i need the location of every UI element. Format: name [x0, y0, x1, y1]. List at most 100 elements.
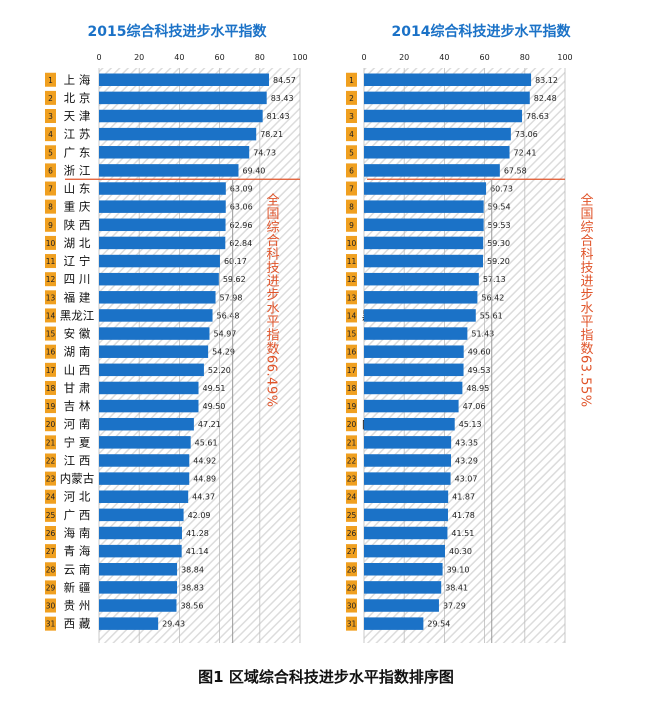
rank-number: 31	[46, 620, 56, 629]
chart-panel-2014: 2014综合科技进步水平指数0204060801001北 京83.122上 海8…	[346, 23, 593, 643]
bar	[99, 454, 190, 467]
bar	[364, 254, 483, 268]
province-label: 四 川	[64, 272, 91, 286]
rank-badge	[346, 127, 357, 142]
province-label: 贵 州	[64, 599, 91, 613]
province-label: 江 西	[64, 453, 91, 467]
chart-title: 2015综合科技进步水平指数	[88, 23, 268, 40]
rank-badge	[45, 308, 56, 323]
rank-badge	[45, 399, 56, 414]
bar	[99, 236, 226, 250]
bar	[364, 526, 448, 540]
tick-label: 80	[255, 53, 265, 62]
tick-label: 100	[557, 53, 572, 62]
rank-badge	[45, 471, 56, 486]
bar	[364, 127, 511, 141]
value-label: 41.51	[451, 529, 474, 538]
value-label: 54.29	[212, 348, 235, 357]
rank-number: 11	[347, 257, 357, 266]
value-label: 47.21	[198, 420, 221, 429]
rank-badge	[346, 109, 357, 124]
chart-panel-2015: 2015综合科技进步水平指数 0 20 40 60 80 100 1 上 海 84.57 2 北 京 8…	[45, 23, 308, 643]
province-label: 广 西	[64, 508, 91, 522]
value-label: 49.51	[203, 384, 226, 393]
value-label: 49.53	[468, 366, 491, 375]
rank-number: 8	[48, 203, 53, 212]
rank-number: 20	[46, 420, 56, 429]
rank-badge	[45, 562, 56, 577]
value-label: 40.30	[449, 547, 472, 556]
rank-badge	[346, 326, 357, 341]
tick-label: 0	[96, 53, 101, 62]
province-label: 天 津	[64, 109, 91, 123]
rank-badge	[45, 90, 56, 105]
value-label: 39.10	[447, 565, 470, 574]
rank-number: 14	[46, 311, 56, 320]
value-label: 81.43	[267, 112, 290, 121]
rank-number: 6	[48, 166, 53, 175]
province-label: 宁 夏	[64, 435, 91, 449]
rank-badge	[346, 290, 357, 305]
bar	[364, 599, 439, 612]
tick-label: 40	[174, 53, 184, 62]
rank-badge	[45, 526, 56, 540]
value-label: 62.84	[229, 239, 252, 248]
rank-badge	[346, 199, 357, 214]
tick-label: 80	[520, 53, 530, 62]
value-label: 44.89	[193, 475, 216, 484]
rank-badge	[346, 471, 357, 486]
rank-badge	[45, 199, 56, 214]
value-label: 62.96	[230, 221, 253, 230]
value-label: 60.17	[224, 257, 247, 266]
province-label: 辽 宁	[64, 254, 91, 268]
province-label: 上 海	[64, 73, 91, 87]
rank-number: 22	[46, 456, 56, 465]
bar	[364, 327, 468, 340]
bar	[364, 454, 452, 467]
national-average-label: 全国综合科技进步水平指数63.55%	[578, 192, 594, 407]
rank-badge	[346, 544, 357, 559]
bar	[364, 109, 523, 123]
bar	[99, 436, 191, 449]
rank-number: 29	[46, 583, 56, 592]
rank-badge	[45, 272, 56, 287]
tick-label: 60	[480, 53, 490, 62]
rank-number: 24	[347, 493, 357, 502]
value-label: 57.98	[220, 293, 243, 302]
rank-badge	[45, 217, 56, 232]
rank-badge	[45, 163, 56, 178]
rank-number: 23	[347, 475, 357, 484]
bar	[99, 399, 199, 413]
bar	[99, 472, 190, 485]
value-label: 69.40	[242, 166, 265, 175]
bar	[99, 490, 189, 503]
rank-badge	[346, 580, 357, 595]
rank-number: 21	[347, 438, 357, 447]
rank-number: 29	[347, 583, 357, 592]
value-label: 49.60	[468, 348, 491, 357]
figure-caption: 图1 区域综合科技进步水平指数排序图	[198, 668, 454, 686]
rank-badge	[45, 417, 56, 432]
rank-badge	[346, 562, 357, 577]
bar	[99, 91, 267, 105]
bar	[99, 526, 182, 540]
bar	[99, 164, 239, 177]
bar	[99, 272, 219, 286]
value-label: 38.56	[181, 602, 204, 611]
bar	[99, 381, 199, 395]
rank-number: 6	[349, 166, 354, 175]
rank-number: 13	[46, 293, 56, 302]
bar	[364, 381, 463, 395]
rank-badge	[346, 380, 357, 395]
province-label: 浙 江	[64, 163, 91, 177]
value-label: 83.12	[535, 76, 558, 85]
value-label: 60.73	[490, 185, 513, 194]
tick-label: 40	[439, 53, 449, 62]
rank-number: 8	[349, 203, 354, 212]
bar	[99, 417, 194, 431]
province-label: 山 西	[64, 363, 91, 377]
rank-badge	[45, 598, 56, 613]
value-label: 78.63	[526, 112, 549, 121]
province-label: 河 南	[64, 417, 91, 431]
